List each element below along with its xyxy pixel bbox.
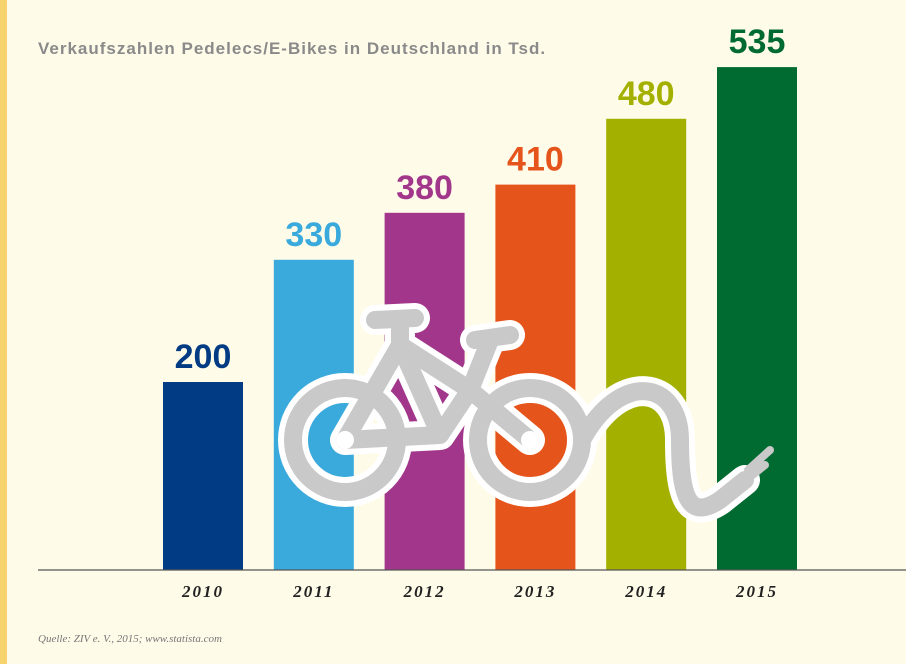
x-tick-label: 2011 (292, 582, 334, 601)
value-label: 480 (618, 75, 675, 113)
x-tick-label: 2015 (735, 582, 778, 601)
value-label: 200 (175, 338, 232, 376)
bike-icon (278, 303, 774, 523)
source: Quelle: ZIV e. V., 2015; www.statista.co… (38, 633, 222, 645)
chart-title: Verkaufszahlen Pedelecs/E-Bikes in Deuts… (38, 39, 546, 58)
bars: 200 330 380 410 480 535 (163, 23, 797, 571)
edge-strip (0, 0, 7, 664)
x-tick-label: 2012 (403, 582, 446, 601)
value-label: 380 (396, 169, 453, 207)
value-label: 535 (729, 23, 786, 61)
x-tick-label: 2013 (513, 582, 556, 601)
bar (163, 382, 243, 570)
value-label: 410 (507, 141, 564, 179)
x-tick-label: 2010 (181, 582, 224, 601)
x-tick-label: 2014 (624, 582, 667, 601)
value-label: 330 (285, 216, 342, 254)
